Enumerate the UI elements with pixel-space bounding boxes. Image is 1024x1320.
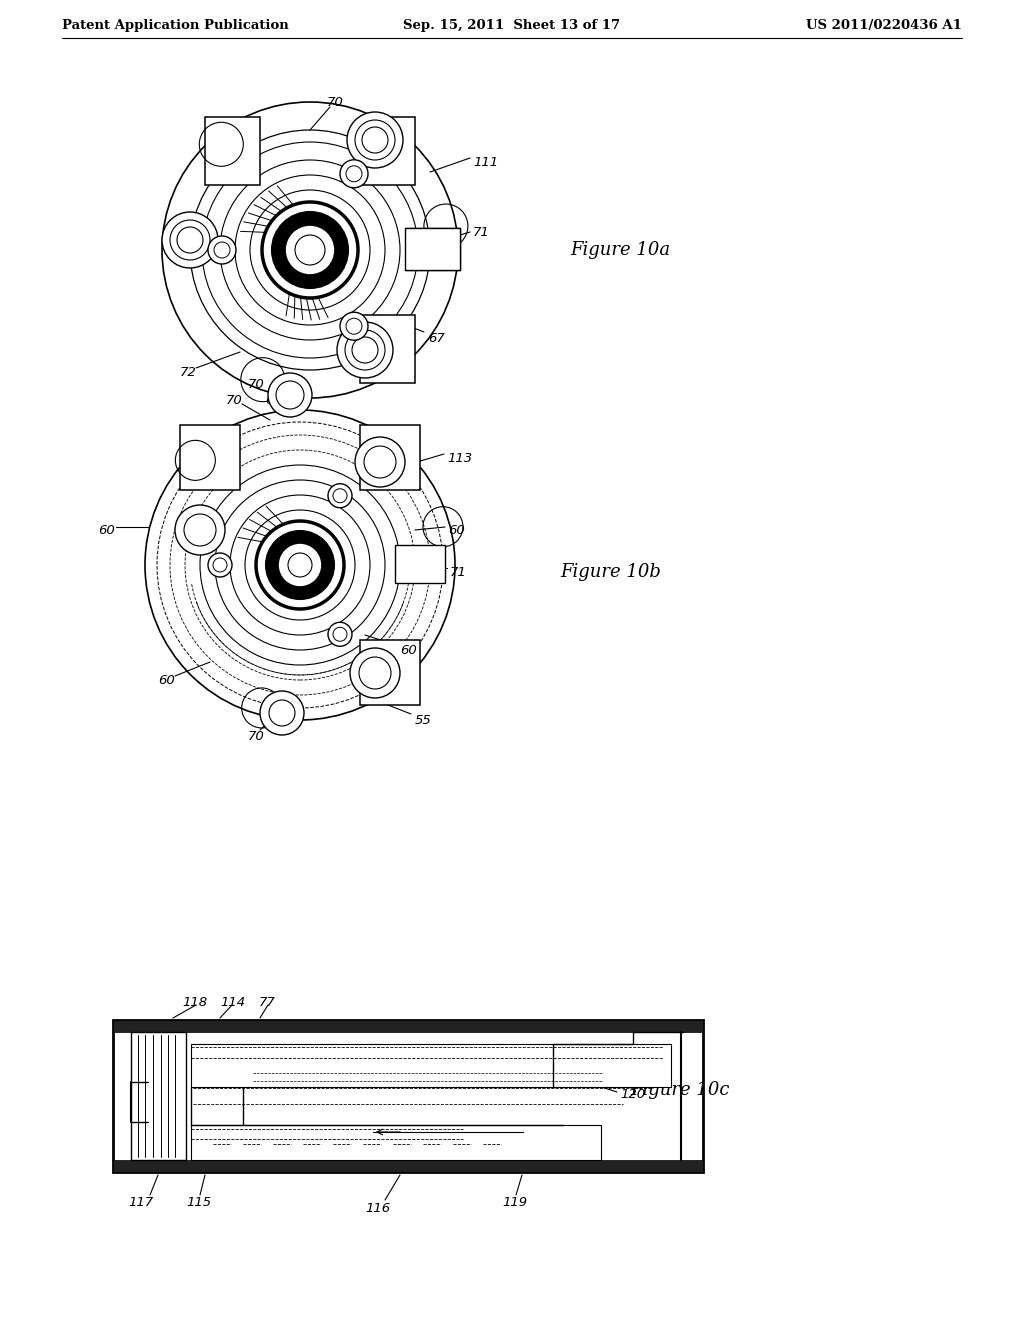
Text: 60: 60 xyxy=(449,524,465,536)
Circle shape xyxy=(262,202,358,298)
Circle shape xyxy=(355,437,406,487)
Text: 70: 70 xyxy=(327,95,344,108)
Text: Patent Application Publication: Patent Application Publication xyxy=(62,18,289,32)
Circle shape xyxy=(208,553,232,577)
Circle shape xyxy=(350,648,400,698)
Text: 77: 77 xyxy=(259,995,275,1008)
Circle shape xyxy=(328,622,352,647)
Text: 113: 113 xyxy=(447,451,472,465)
Bar xyxy=(360,315,415,383)
Circle shape xyxy=(347,112,403,168)
Text: Figure 10c: Figure 10c xyxy=(630,1081,729,1100)
Bar xyxy=(113,1020,703,1032)
Text: 71: 71 xyxy=(473,226,489,239)
Text: 70: 70 xyxy=(248,730,265,743)
Text: 115: 115 xyxy=(186,1196,211,1209)
Text: 71: 71 xyxy=(450,565,467,578)
Bar xyxy=(191,1044,671,1086)
Circle shape xyxy=(175,506,225,554)
Circle shape xyxy=(355,120,395,160)
Circle shape xyxy=(208,236,236,264)
Text: 116: 116 xyxy=(365,1201,390,1214)
Text: 117: 117 xyxy=(128,1196,154,1209)
Text: 67: 67 xyxy=(428,331,444,345)
Bar xyxy=(191,1125,601,1160)
Circle shape xyxy=(340,313,368,341)
Bar xyxy=(360,117,415,185)
Text: 60: 60 xyxy=(280,379,297,392)
Text: 60: 60 xyxy=(158,673,175,686)
Text: 118: 118 xyxy=(182,995,207,1008)
Text: Sep. 15, 2011  Sheet 13 of 17: Sep. 15, 2011 Sheet 13 of 17 xyxy=(403,18,621,32)
Circle shape xyxy=(162,213,218,268)
Text: Figure 10b: Figure 10b xyxy=(560,564,660,581)
Text: Figure 10a: Figure 10a xyxy=(570,242,670,259)
Text: 119: 119 xyxy=(502,1196,527,1209)
Circle shape xyxy=(285,224,335,275)
Circle shape xyxy=(256,521,344,609)
Circle shape xyxy=(328,483,352,508)
Circle shape xyxy=(260,690,304,735)
Bar xyxy=(113,1020,703,1172)
Circle shape xyxy=(337,322,393,378)
Circle shape xyxy=(170,220,210,260)
Bar xyxy=(180,425,240,490)
Text: 120: 120 xyxy=(620,1089,645,1101)
Text: 60: 60 xyxy=(265,393,282,407)
Text: 60: 60 xyxy=(400,644,417,656)
Text: 72: 72 xyxy=(180,367,197,380)
Circle shape xyxy=(266,531,334,599)
Text: 70: 70 xyxy=(226,393,243,407)
Bar xyxy=(360,640,420,705)
Text: 114: 114 xyxy=(220,995,245,1008)
Bar xyxy=(360,425,420,490)
Text: 111: 111 xyxy=(473,156,498,169)
Text: US 2011/0220436 A1: US 2011/0220436 A1 xyxy=(806,18,962,32)
Text: 60: 60 xyxy=(98,524,115,536)
Circle shape xyxy=(272,213,348,288)
Bar xyxy=(205,117,260,185)
Circle shape xyxy=(345,330,385,370)
Circle shape xyxy=(340,160,368,187)
Bar xyxy=(113,1160,703,1172)
Bar xyxy=(395,545,445,583)
Bar xyxy=(406,228,460,271)
Circle shape xyxy=(268,374,312,417)
Bar xyxy=(131,1032,186,1160)
Text: 55: 55 xyxy=(415,714,432,726)
Text: 70: 70 xyxy=(248,379,265,392)
Circle shape xyxy=(278,543,322,587)
